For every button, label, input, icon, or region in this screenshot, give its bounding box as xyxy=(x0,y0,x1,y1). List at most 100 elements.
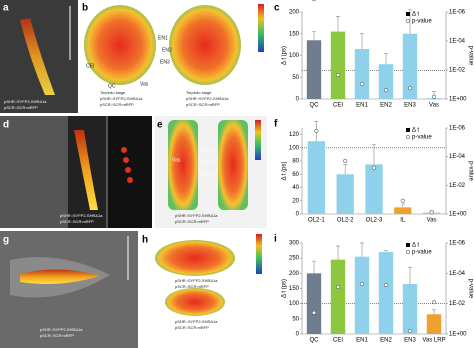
panel-letter: i xyxy=(274,234,277,245)
y-tick-label: 0 xyxy=(296,332,300,338)
bar xyxy=(330,31,346,100)
error-bar xyxy=(343,164,348,175)
bar xyxy=(394,207,412,214)
x-tick-label: CEI xyxy=(333,103,343,109)
error-bar xyxy=(400,203,405,208)
p-value-marker xyxy=(371,165,377,170)
caption: pSCR::SCR:mRFP xyxy=(175,219,209,224)
y-tick-label: 200 xyxy=(289,10,300,16)
panel-a: a pSHR::SYFP2-SHRΔ1a pSCR::SCR:mRFP xyxy=(0,0,78,113)
y-tick-label: 150 xyxy=(289,286,300,292)
y2-tick-label: 1E-06 xyxy=(449,241,466,247)
x-tick-label: EN2 xyxy=(380,338,392,344)
y-tick-label: 80 xyxy=(292,159,299,165)
y2-tick-label: 1E-06 xyxy=(449,10,466,16)
bar xyxy=(365,164,383,214)
y2-tick-label: 1E-06 xyxy=(449,126,466,132)
y2-tick-label: 1E-04 xyxy=(449,271,466,277)
bar xyxy=(330,259,346,334)
y-tick-label: 0 xyxy=(296,212,300,218)
x-tick-label: OL2-2 xyxy=(337,218,354,224)
bar xyxy=(306,273,322,334)
panel-letter: a xyxy=(3,3,9,14)
bar xyxy=(402,283,418,334)
p-value-marker xyxy=(383,283,389,288)
p-value-marker xyxy=(312,0,316,2)
y-tick-label: 50 xyxy=(292,75,299,81)
caption: pSHR::SYFP2-SHRΔ1a xyxy=(186,96,229,101)
y-tick-label: 40 xyxy=(292,185,299,191)
x-tick-label: EN1 xyxy=(356,338,368,344)
caption: pSHR::SYFP2-SHRΔ1a xyxy=(4,99,47,104)
caption: pSHR::SYFP2-SHRΔ1a xyxy=(60,213,103,218)
caption: pSCR::SCR:mRFP xyxy=(60,219,94,224)
caption: pSCR::SCR:mRFP xyxy=(186,102,220,107)
legend-marker xyxy=(405,18,411,24)
y-tick-label: 50 xyxy=(292,316,299,322)
caption: pSHR::SYFP2-SHRΔ1a xyxy=(40,327,83,332)
panel-letter: g xyxy=(3,235,9,246)
p-value-marker xyxy=(335,72,341,78)
panel-h: h pSHR::SYFP2-SHRΔ1a pSCR::SCR:mRFP pSHR… xyxy=(142,234,262,330)
panel-d: d pSHR::SYFP2-SHRΔ1a pSCR::SCR:mRFP xyxy=(0,116,152,228)
x-tick-label: EN2 xyxy=(380,103,392,109)
embryo-heatmap xyxy=(169,5,241,85)
color-bar xyxy=(258,4,264,52)
error-bar xyxy=(360,33,364,49)
x-tick-label: Vas xyxy=(429,103,439,109)
error-bar xyxy=(336,16,340,32)
y2-tick-label: 1E-02 xyxy=(449,301,466,307)
legend-marker xyxy=(406,243,410,247)
y-tick-label: 200 xyxy=(289,271,300,277)
caption: pSCR::SCR:mRFP xyxy=(4,105,38,110)
stage-label: Torpedo stage xyxy=(100,90,126,95)
legend-label: p-value xyxy=(412,19,432,25)
region-label: EN3 xyxy=(160,59,170,65)
x-tick-label: EN3 xyxy=(404,338,416,344)
y-tick-label: 250 xyxy=(289,256,300,262)
bar xyxy=(307,141,326,214)
caption: pSCR::SCR:mRFP xyxy=(175,284,209,289)
x-tick-label: OL2-3 xyxy=(366,218,383,224)
nucleus xyxy=(125,167,131,173)
region-label: OL2-1 xyxy=(200,159,214,165)
p-value-marker xyxy=(407,86,413,91)
root-signal xyxy=(74,130,98,210)
legend-marker xyxy=(405,134,411,140)
p-value-marker xyxy=(335,284,341,290)
y2-axis-label: p-value xyxy=(467,279,473,299)
x-tick-label: CEI xyxy=(333,338,343,344)
x-tick-label: Vas xyxy=(427,218,437,224)
region-label: Vas xyxy=(172,157,181,163)
p-value-marker xyxy=(314,128,319,133)
legend-marker xyxy=(406,128,410,132)
panel-letter: d xyxy=(3,120,9,131)
region-label: Vas xyxy=(140,81,149,87)
panel-letter: h xyxy=(142,235,148,246)
legend-label: p-value xyxy=(412,250,432,256)
p-value-marker xyxy=(429,210,434,215)
bar xyxy=(336,174,354,214)
x-tick-label: QC xyxy=(310,338,320,344)
legend-marker xyxy=(405,249,411,255)
y-tick-label: 100 xyxy=(289,53,300,59)
color-bar xyxy=(256,234,262,274)
color-bar xyxy=(255,120,261,160)
bar xyxy=(402,33,418,99)
error-bar xyxy=(336,245,340,260)
error-bar xyxy=(384,250,388,253)
y2-tick-label: 1E-04 xyxy=(449,154,466,160)
root-signal xyxy=(20,18,55,95)
p-value-marker xyxy=(400,198,405,203)
x-tick-label: EN1 xyxy=(356,103,368,109)
error-bar xyxy=(384,52,388,65)
heatmap xyxy=(165,288,225,316)
p-value-marker xyxy=(343,158,348,164)
p-value-marker xyxy=(359,281,365,286)
error-bar xyxy=(360,242,364,257)
bar xyxy=(306,40,322,99)
heatmap xyxy=(155,240,235,276)
x-tick-label: OL2-1 xyxy=(308,218,325,224)
bar xyxy=(426,314,442,334)
